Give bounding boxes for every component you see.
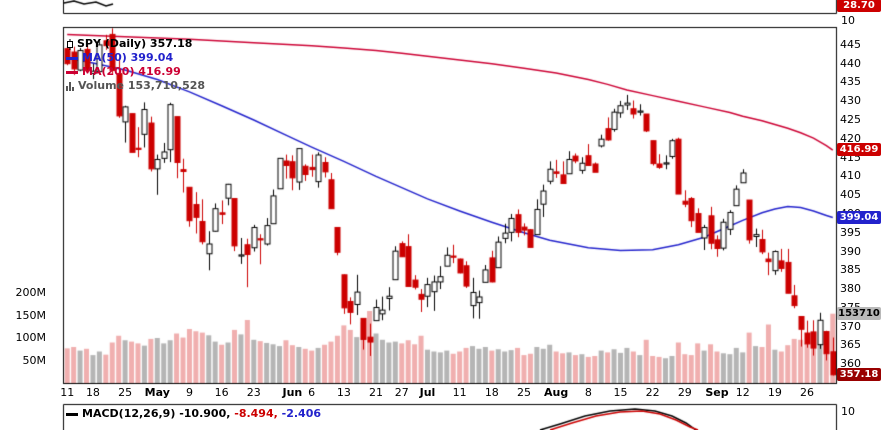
legend-volume: Volume 153,710,528: [66, 79, 205, 92]
legend-ma50-text: MA(50) 399.04: [82, 51, 174, 64]
rsi-axis-label: 10: [841, 14, 855, 27]
macd-signal-value: -8.494,: [234, 407, 278, 420]
macd-value: -10.900,: [179, 407, 231, 420]
legend-price-text: SPY (Daily) 357.18: [77, 37, 193, 50]
ma50-price-tag: 399.04: [837, 210, 881, 224]
legend-price: SPY (Daily) 357.18: [66, 37, 192, 50]
legend-ma50: MA(50) 399.04: [66, 51, 173, 64]
last-price-tag: 357.18: [837, 367, 881, 381]
ma50-line-icon: [66, 56, 78, 60]
macd-hist-value: -2.406: [281, 407, 321, 420]
macd-axis-label: 10: [841, 405, 855, 418]
candlestick-icon: [67, 38, 73, 50]
ma200-line-icon: [66, 70, 78, 74]
macd-line-icon: [66, 412, 78, 416]
macd-legend: MACD(12,26,9) -10.900, -8.494, -2.406: [66, 407, 321, 420]
volume-tag: 153710: [837, 306, 881, 320]
rsi-value-tag: 28.70: [837, 0, 881, 12]
macd-label: MACD(12,26,9): [82, 407, 176, 420]
legend-volume-text: Volume 153,710,528: [78, 79, 206, 92]
ma200-price-tag: 416.99: [837, 143, 881, 157]
volume-bars-icon: [66, 82, 74, 91]
legend-ma200: MA(200) 416.99: [66, 65, 181, 78]
legend-ma200-text: MA(200) 416.99: [82, 65, 181, 78]
